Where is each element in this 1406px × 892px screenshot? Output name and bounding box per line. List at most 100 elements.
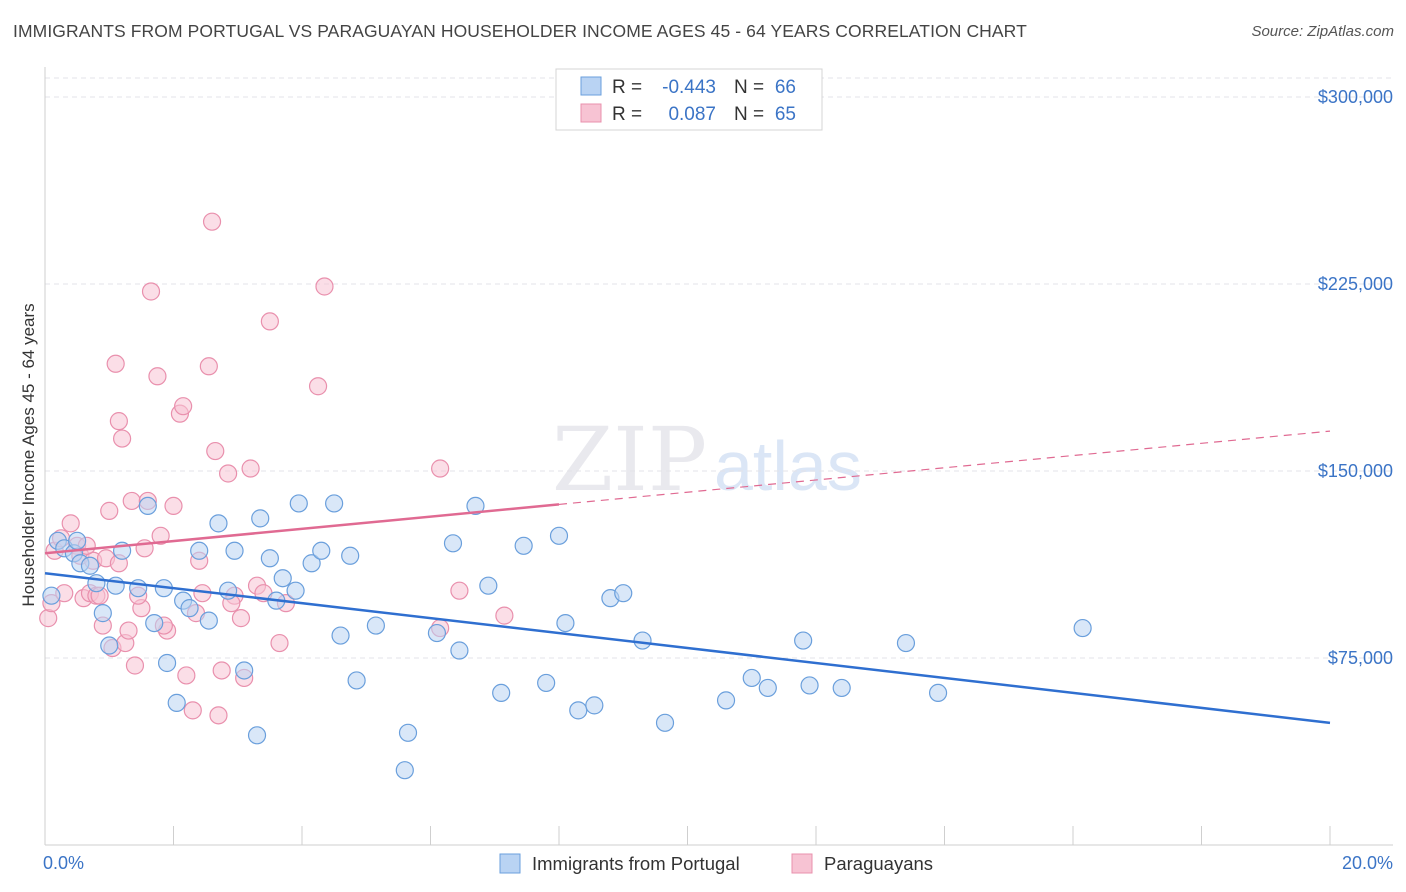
data-point-paraguayans <box>199 357 218 376</box>
data-point-portugal <box>219 581 238 600</box>
data-point-paraguayans <box>183 701 202 720</box>
gridlines <box>45 77 1393 659</box>
data-point-portugal <box>68 531 87 550</box>
data-point-portugal <box>896 633 916 653</box>
data-point-paraguayans <box>119 621 138 640</box>
data-point-portugal <box>347 671 366 690</box>
data-point-paraguayans <box>39 609 58 628</box>
data-point-portugal <box>251 509 270 528</box>
data-point-portugal <box>325 494 344 513</box>
legend-r-value-2: 0.087 <box>668 104 716 125</box>
trend-lines <box>44 430 1331 725</box>
data-point-paraguayans <box>177 666 196 685</box>
data-point-portugal <box>138 496 157 516</box>
data-point-portugal <box>794 631 813 650</box>
x-tick-label: 20.0% <box>1342 853 1393 873</box>
data-point-paraguayans <box>202 212 222 231</box>
data-point-portugal <box>209 514 228 533</box>
data-point-portugal <box>655 713 675 732</box>
legend-r-value-1: -0.443 <box>662 77 716 98</box>
data-point-portugal <box>466 496 485 516</box>
data-point-portugal <box>395 761 414 780</box>
trend-line-paraguayans-projection <box>558 430 1331 506</box>
data-point-portugal <box>87 574 106 593</box>
x-tick-label: 0.0% <box>43 853 84 873</box>
bottom-legend-swatch-pink <box>791 853 813 874</box>
data-point-portugal <box>928 683 948 703</box>
data-point-portugal <box>199 611 218 630</box>
data-point-paraguayans <box>109 412 128 431</box>
data-point-portugal <box>633 631 652 650</box>
data-point-portugal <box>100 636 119 655</box>
watermark: ZIP atlas <box>552 408 862 511</box>
data-point-paraguayans <box>100 501 119 520</box>
data-point-paraguayans <box>125 656 145 675</box>
legend-n-label-1: N = <box>734 77 764 98</box>
legend-n-value-2: 65 <box>775 104 796 125</box>
data-point-paraguayans <box>174 397 193 416</box>
trend-line-paraguayans <box>44 503 560 555</box>
data-point-portugal <box>443 534 463 553</box>
data-point-portugal <box>742 668 761 688</box>
correlation-legend: R = -0.443 N = 66 R = 0.087 N = 65 <box>555 68 823 131</box>
data-point-portugal <box>190 541 209 560</box>
data-point-portugal <box>302 554 321 573</box>
legend-r-label-1: R = <box>612 77 642 98</box>
legend-r-label-2: R = <box>612 104 642 125</box>
data-point-paraguayans <box>219 464 238 483</box>
data-point-paraguayans <box>231 609 251 628</box>
data-point-portugal <box>180 599 199 618</box>
data-point-portugal <box>492 683 511 703</box>
data-point-paraguayans <box>112 429 132 448</box>
data-point-portugal <box>537 673 556 693</box>
data-point-portugal <box>758 678 777 698</box>
x-tick-labels: 0.0% 20.0% <box>43 853 1393 873</box>
data-point-portugal <box>157 653 177 673</box>
data-point-portugal <box>260 549 279 568</box>
data-point-portugal <box>273 569 292 588</box>
data-point-portugal <box>800 676 819 695</box>
data-point-paraguayans <box>495 606 514 625</box>
data-point-portugal <box>235 661 254 680</box>
data-point-portugal <box>569 701 588 720</box>
bottom-legend-label-1: Immigrants from Portugal <box>532 853 740 874</box>
data-point-portugal <box>398 723 418 742</box>
data-point-paraguayans <box>431 459 450 478</box>
data-point-portugal <box>549 526 569 545</box>
data-point-portugal <box>556 613 575 633</box>
data-point-portugal <box>479 576 498 595</box>
data-point-paraguayans <box>206 441 225 461</box>
legend-n-value-1: 66 <box>775 77 796 98</box>
data-point-portugal <box>42 586 61 605</box>
data-point-portugal <box>1073 618 1092 638</box>
data-point-paraguayans <box>241 459 260 478</box>
y-tick-label: $75,000 <box>1328 648 1393 668</box>
bottom-legend-swatch-blue <box>499 853 521 874</box>
data-point-portugal <box>93 604 112 623</box>
series-immigrants-from-portugal <box>42 494 1092 780</box>
data-point-portugal <box>145 613 164 633</box>
bottom-legend-label-2: Paraguayans <box>824 853 933 874</box>
data-point-paraguayans <box>260 312 279 331</box>
data-point-portugal <box>716 691 736 710</box>
chart-title: IMMIGRANTS FROM PORTUGAL VS PARAGUAYAN H… <box>13 21 1027 41</box>
data-point-paraguayans <box>122 491 141 511</box>
y-tick-labels: $75,000 $150,000 $225,000 $300,000 <box>1318 87 1393 668</box>
data-point-paraguayans <box>212 661 231 680</box>
data-point-paraguayans <box>61 514 80 533</box>
data-point-portugal <box>614 584 633 603</box>
data-point-paraguayans <box>315 277 334 296</box>
data-point-paraguayans <box>106 354 125 373</box>
y-tick-label: $300,000 <box>1318 87 1393 107</box>
data-point-paraguayans <box>164 496 183 516</box>
trend-line-portugal <box>44 571 1331 725</box>
legend-swatch-blue <box>580 76 602 96</box>
watermark-zip: ZIP <box>552 408 707 511</box>
data-point-paraguayans <box>209 706 228 725</box>
data-point-paraguayans <box>151 526 170 545</box>
watermark-atlas: atlas <box>714 427 862 505</box>
data-point-paraguayans <box>270 633 289 653</box>
data-point-portugal <box>167 693 186 712</box>
data-point-portugal <box>331 626 350 645</box>
